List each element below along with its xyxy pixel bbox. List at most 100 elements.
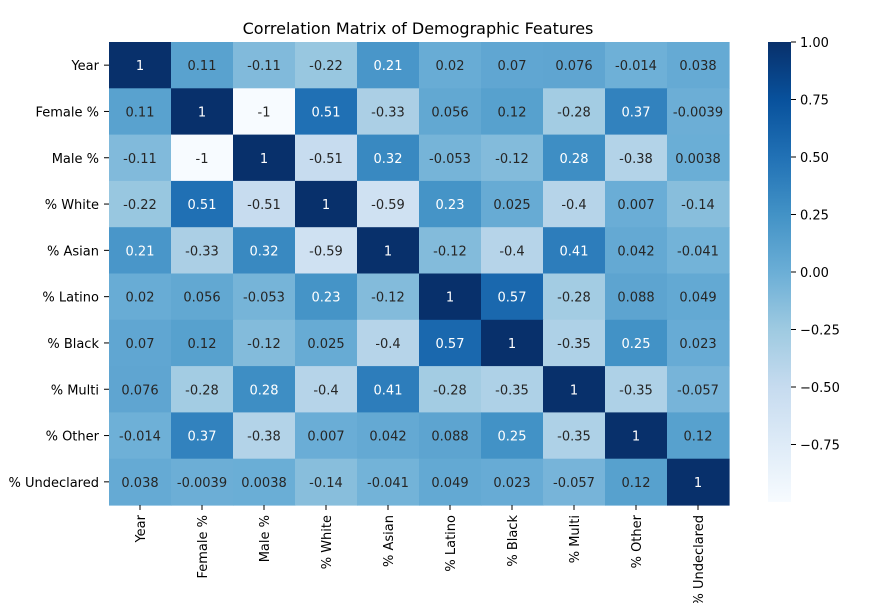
cell-value-label: 0.025 (307, 337, 344, 352)
cell-value-label: 1 (322, 198, 330, 213)
cell-value-label: 1 (508, 337, 516, 352)
cell-value-label: -0.38 (247, 430, 281, 445)
cell-value-label: 0.049 (679, 291, 716, 306)
heatmap-cell (109, 273, 172, 321)
cell-value-label: 0.51 (312, 105, 341, 120)
heatmap-cell (605, 319, 668, 367)
cell-value-label: 0.023 (679, 337, 716, 352)
cell-value-label: 0.12 (498, 105, 527, 120)
cell-value-label: 0.25 (498, 430, 527, 445)
heatmap-cell (357, 88, 420, 136)
cell-value-label: -0.33 (185, 244, 219, 259)
cell-value-label: -1 (196, 152, 209, 167)
colorbar-tick-label: 0.50 (800, 151, 829, 166)
heatmap-cell (357, 412, 420, 460)
heatmap-cell (667, 134, 730, 182)
cell-value-label: 0.12 (188, 337, 217, 352)
heatmap-cell (667, 273, 730, 321)
cell-value-label: -0.057 (677, 383, 719, 398)
heatmap-cell (667, 180, 730, 228)
colorbar-tick-label: 0.25 (800, 209, 829, 224)
cell-value-label: 0.042 (617, 244, 654, 259)
cell-value-label: -0.053 (429, 152, 471, 167)
heatmap-cell (667, 88, 730, 136)
heatmap-cell (543, 42, 606, 89)
cell-value-label: 0.21 (126, 244, 155, 259)
heatmap-cell (543, 412, 606, 460)
heatmap-cell (109, 42, 172, 89)
heatmap-cell (357, 458, 420, 506)
heatmap-cell (233, 134, 296, 182)
cell-value-label: 0.11 (126, 105, 155, 120)
heatmap-cell (481, 227, 544, 275)
cell-value-label: 1 (694, 476, 702, 491)
cell-value-label: -0.057 (553, 476, 595, 491)
heatmap-cell (481, 134, 544, 182)
heatmap-cell (667, 412, 730, 460)
heatmap-cell (605, 180, 668, 228)
cell-value-label: -0.12 (371, 291, 405, 306)
heatmap-cell (605, 412, 668, 460)
cell-value-label: 0.007 (307, 430, 344, 445)
colorbar-tick-label: 1.00 (800, 36, 829, 51)
heatmap-cell (357, 319, 420, 367)
colorbar-tick-label: 0.00 (800, 266, 829, 281)
heatmap-cell (295, 412, 358, 460)
cell-value-label: -0.4 (313, 383, 338, 398)
heatmap-cell (295, 134, 358, 182)
heatmap-cell (233, 42, 296, 89)
x-tick-label: % Other (630, 514, 645, 568)
x-tick-label: % Undeclared (692, 515, 707, 603)
cell-value-label: 0.12 (622, 476, 651, 491)
heatmap-cell (109, 412, 172, 460)
cell-value-label: -0.4 (375, 337, 400, 352)
heatmap-cell (233, 319, 296, 367)
heatmap-cell (295, 458, 358, 506)
heatmap-cell (419, 412, 482, 460)
cell-value-label: 0.23 (312, 291, 341, 306)
heatmap-cell (419, 319, 482, 367)
cell-value-label: 0.37 (622, 105, 651, 120)
cell-value-label: -0.51 (247, 198, 281, 213)
heatmap-cell (605, 134, 668, 182)
heatmap-cell (667, 42, 730, 89)
y-tick-label: % Latino (42, 291, 99, 306)
x-tick-label: % Latino (444, 515, 459, 572)
heatmap-cell (543, 88, 606, 136)
heatmap-cell (543, 319, 606, 367)
cell-value-label: 0.049 (431, 476, 468, 491)
cell-value-label: 0.32 (374, 152, 403, 167)
cell-value-label: -0.14 (681, 198, 715, 213)
colorbar-ticks: 1.00 0.75 0.50 0.25 0.00 −0.25 −0.50 −0.75 (791, 36, 840, 454)
heatmap-cell (481, 273, 544, 321)
heatmap-cell (233, 366, 296, 413)
cell-value-label: 0.07 (126, 337, 155, 352)
cell-value-label: -0.22 (309, 59, 343, 74)
cell-value-label: 0.21 (374, 59, 403, 74)
cell-value-label: 0.37 (188, 430, 217, 445)
cell-value-label: 0.25 (622, 337, 651, 352)
cell-value-label: 0.076 (121, 383, 158, 398)
y-axis-tick-labels: Year Female % Male % % White % Asian % Latino… (8, 59, 109, 491)
heatmap-cell (109, 180, 172, 228)
cell-value-label: 0.0038 (675, 152, 721, 167)
heatmap-cell (543, 134, 606, 182)
cell-value-label: 1 (260, 152, 268, 167)
colorbar-tick-label: −0.50 (800, 381, 840, 396)
heatmap-cell (357, 134, 420, 182)
heatmap-cell (481, 180, 544, 228)
heatmap-cell (357, 227, 420, 275)
heatmap-cell (295, 88, 358, 136)
x-tick-label: % White (320, 515, 335, 569)
y-tick-label: Year (70, 59, 99, 74)
heatmap-cell (419, 180, 482, 228)
heatmap-cell (357, 180, 420, 228)
heatmap-cells: 1 0.11 -0.11 -0.22 0.21 0.02 0.07 0.076 -0.014 0.… (109, 42, 730, 506)
heatmap-cell (109, 458, 172, 506)
cell-value-label: 1 (570, 383, 578, 398)
heatmap-cell (543, 180, 606, 228)
cell-value-label: -0.12 (433, 244, 467, 259)
cell-value-label: 0.038 (679, 59, 716, 74)
cell-value-label: -0.35 (557, 430, 591, 445)
heatmap-cell (605, 458, 668, 506)
